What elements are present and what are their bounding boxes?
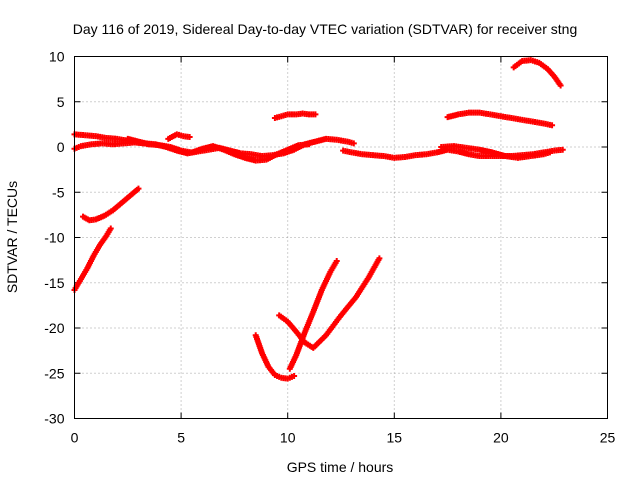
data-point: [186, 134, 193, 141]
y-tick-label: -5: [52, 184, 65, 200]
series-track-d: [165, 131, 193, 142]
interpolated-markers: [91, 243, 103, 257]
series-track-g: [438, 143, 553, 161]
x-tick-label: 20: [493, 430, 509, 446]
interpolated-markers: [303, 340, 315, 350]
interpolated-markers: [78, 267, 90, 281]
interpolated-markers: [512, 59, 524, 70]
x-tick-label: 15: [387, 430, 403, 446]
interpolated-markers: [280, 112, 289, 119]
data-point: [306, 141, 313, 148]
series-track-j: [80, 185, 142, 224]
series-track-e: [271, 110, 319, 122]
data-point: [350, 140, 357, 147]
x-axis-label: GPS time / hours: [287, 459, 394, 475]
data-point: [312, 111, 319, 118]
interpolated-markers: [111, 201, 123, 213]
series-track-m: [286, 258, 340, 372]
interpolated-markers: [81, 214, 91, 223]
interpolated-markers: [128, 186, 141, 198]
plot-frame: [74, 56, 608, 419]
data-point: [333, 258, 340, 265]
interpolated-markers: [302, 310, 316, 334]
interpolated-markers: [311, 333, 328, 350]
data-point: [549, 122, 556, 129]
interpolated-markers: [342, 148, 353, 155]
interpolated-markers: [324, 313, 343, 337]
interpolated-markers: [103, 208, 115, 218]
interpolated-markers: [310, 288, 325, 313]
y-tick-label: 5: [57, 94, 65, 110]
y-tick-label: -15: [44, 275, 64, 291]
interpolated-markers: [119, 194, 132, 205]
interpolated-markers: [521, 57, 532, 64]
interpolated-markers: [553, 146, 564, 154]
interpolated-markers: [529, 57, 541, 66]
interpolated-markers: [546, 67, 556, 78]
interpolated-markers: [277, 313, 289, 324]
tick-labels: 0 5 10 15 20 25 -30 -25 -20 -15 -10 -5 0 5 10: [44, 49, 615, 446]
data-point: [376, 255, 383, 262]
x-tick-label: 10: [280, 430, 296, 446]
interpolated-markers: [266, 365, 277, 377]
interpolated-markers: [339, 295, 358, 317]
data-point: [107, 225, 114, 232]
interpolated-markers: [353, 275, 371, 299]
x-tick-label: 0: [71, 430, 79, 446]
interpolated-markers: [542, 120, 553, 128]
data-point: [546, 149, 553, 156]
interpolated-markers: [98, 234, 109, 247]
series-track-i: [510, 57, 564, 89]
chart-title: Day 116 of 2019, Sidereal Day-to-day VTE…: [73, 21, 577, 37]
interpolated-markers: [73, 144, 82, 151]
interpolated-markers: [542, 150, 551, 157]
interpolated-markers: [552, 74, 563, 87]
y-tick-label: 10: [49, 49, 65, 65]
y-tick-label: -10: [44, 230, 64, 246]
interpolated-markers: [104, 227, 113, 237]
series-track-h: [444, 109, 556, 129]
data-points: [71, 57, 566, 382]
interpolated-markers: [295, 110, 304, 118]
interpolated-markers: [301, 110, 310, 118]
interpolated-markers: [308, 111, 317, 118]
interpolated-markers: [346, 139, 355, 146]
series-track-k: [71, 225, 114, 293]
interpolated-markers: [72, 277, 83, 292]
x-tick-label: 5: [177, 430, 185, 446]
interpolated-markers: [537, 61, 550, 71]
y-tick-label: -20: [44, 320, 64, 336]
interpolated-markers: [366, 257, 382, 279]
interpolated-markers: [88, 216, 97, 224]
interpolated-markers: [274, 372, 283, 380]
interpolated-markers: [285, 320, 299, 334]
interpolated-markers: [280, 375, 289, 382]
data-point: [559, 146, 566, 153]
series-track-n: [276, 255, 383, 351]
interpolated-markers: [175, 131, 185, 139]
x-tick-label: 25: [600, 430, 616, 446]
data-point: [557, 82, 564, 89]
interpolated-markers: [286, 373, 295, 381]
data-point: [135, 185, 142, 192]
y-tick-label: -30: [44, 411, 64, 427]
interpolated-markers: [294, 330, 307, 344]
interpolated-markers: [328, 259, 339, 274]
data-point: [291, 372, 298, 379]
series-track-c: [124, 135, 313, 164]
interpolated-markers: [286, 111, 298, 118]
y-tick-label: -25: [44, 365, 64, 381]
y-tick-label: 0: [57, 139, 65, 155]
y-axis-label: SDTVAR / TECUs: [4, 181, 20, 293]
interpolated-markers: [274, 113, 283, 121]
series-track-l: [252, 332, 298, 382]
interpolated-markers: [182, 133, 191, 140]
